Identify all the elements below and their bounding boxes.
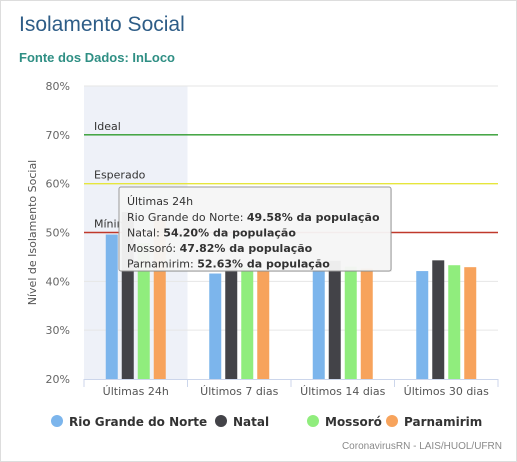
bar[interactable] (448, 265, 461, 379)
tooltip-value: 49.58% da população (247, 211, 380, 224)
bar[interactable] (312, 270, 325, 379)
legend-label: Parnamirim (404, 415, 482, 429)
y-axis-title: Nível de Isolamento Social (26, 160, 39, 305)
legend-label: Natal (233, 415, 269, 429)
tooltip-box (118, 186, 392, 272)
tooltip-row: Mossoró: 47.82% da população (127, 242, 313, 255)
x-tick-label: Últimos 30 dias (404, 385, 489, 398)
reference-line-label: Esperado (94, 169, 146, 182)
y-tick-label: 40% (46, 275, 70, 288)
bar[interactable] (416, 271, 429, 379)
bar[interactable] (225, 263, 238, 379)
tooltip-value: 47.82% da população (180, 242, 313, 255)
bar[interactable] (257, 270, 270, 379)
bar[interactable] (328, 260, 341, 379)
tooltip-row: Natal: 54.20% da população (127, 227, 296, 240)
x-tick-label: Últimos 7 dias (200, 385, 278, 398)
legend-item[interactable]: Rio Grande do Norte (51, 415, 207, 429)
chart-title: Isolamento Social (19, 13, 185, 36)
y-tick-label: 20% (46, 373, 70, 386)
legend-label: Mossoró (325, 415, 382, 429)
tooltip-series-name: Rio Grande do Norte: (127, 211, 247, 224)
x-tick-label: Últimas 24h (103, 385, 169, 398)
tooltip-series-name: Natal: (127, 227, 163, 240)
legend-item[interactable]: Natal (215, 415, 269, 429)
tooltip-value: 52.63% da população (197, 258, 330, 271)
y-tick-label: 70% (46, 129, 70, 142)
legend-label: Rio Grande do Norte (69, 415, 207, 429)
reference-line-label: Ideal (94, 120, 121, 133)
bar[interactable] (209, 273, 222, 379)
tooltip-series-name: Mossoró: (127, 242, 180, 255)
tooltip-header: Últimas 24h (127, 195, 193, 208)
bar[interactable] (137, 243, 150, 379)
y-tick-label: 50% (46, 227, 70, 240)
legend-marker (51, 415, 63, 427)
tooltip-row: Rio Grande do Norte: 49.58% da população (127, 211, 380, 224)
legend-item[interactable]: Mossoró (307, 415, 382, 429)
y-tick-label: 80% (46, 80, 70, 93)
bar[interactable] (464, 267, 477, 379)
bar[interactable] (344, 266, 357, 379)
bar[interactable] (241, 267, 254, 379)
legend-marker (215, 415, 227, 427)
bar[interactable] (432, 260, 445, 379)
tooltip-row: Parnamirim: 52.63% da população (127, 258, 330, 271)
x-tick-label: Últimos 14 dias (300, 385, 385, 398)
tooltip-value: 54.20% da população (163, 227, 296, 240)
y-tick-label: 60% (46, 178, 70, 191)
bar[interactable] (105, 234, 118, 379)
data-source-label: Fonte dos Dados: InLoco (19, 50, 175, 65)
legend-marker (386, 415, 398, 427)
tooltip-series-name: Parnamirim: (127, 258, 197, 271)
legend-marker (307, 415, 319, 427)
legend-item[interactable]: Parnamirim (386, 415, 482, 429)
y-tick-label: 30% (46, 324, 70, 337)
bar[interactable] (360, 268, 373, 379)
credits-label: CoronavirusRN - LAIS/HUOL/UFRN (341, 441, 502, 452)
